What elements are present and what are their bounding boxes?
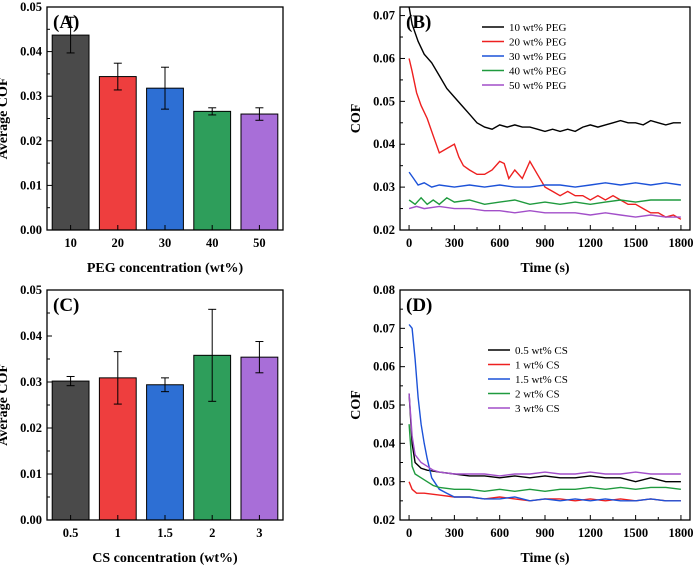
y-tick-label: 0.06 — [373, 360, 395, 374]
y-tick-label: 0.07 — [373, 9, 395, 23]
y-tick-label: 0.04 — [373, 137, 396, 151]
series-line-3 — [408, 171, 682, 188]
y-tick-label: 0.03 — [20, 89, 42, 103]
y-tick-label: 0.04 — [373, 436, 396, 450]
y-tick-label: 0.04 — [20, 45, 43, 59]
y-tick-label: 0.07 — [373, 321, 395, 335]
x-tick-label: 10 — [64, 236, 77, 250]
y-tick-label: 0.05 — [20, 283, 42, 297]
plot-frame — [46, 289, 284, 521]
series-line-2 — [408, 58, 682, 220]
y-tick-label: 0.02 — [20, 421, 42, 435]
x-axis-title: CS concentration (wt%) — [92, 551, 238, 566]
bar-1.5 — [146, 384, 184, 521]
y-tick-label: 0.02 — [20, 134, 42, 148]
plot-frame — [399, 289, 691, 521]
legend-entry: 30 wt% PEG — [509, 51, 567, 63]
y-tick-label: 0.02 — [373, 513, 395, 527]
x-tick-label: 30 — [159, 236, 172, 250]
x-tick-label: 1500 — [623, 236, 648, 250]
plot-frame — [399, 6, 691, 231]
y-axis-title: Average COF — [0, 78, 11, 160]
x-tick-label: 300 — [445, 236, 464, 250]
x-tick-label: 40 — [206, 236, 219, 250]
y-tick-label: 0.03 — [373, 475, 395, 489]
legend-entry: 10 wt% PEG — [509, 22, 567, 34]
y-tick-label: 0.06 — [373, 51, 395, 65]
y-tick-label: 0.00 — [20, 223, 42, 237]
x-tick-label: 50 — [253, 236, 266, 250]
x-tick-label: 1.5 — [157, 526, 173, 540]
bar-0.5 — [51, 380, 90, 521]
x-tick-label: 900 — [536, 236, 555, 250]
x-tick-label: 0 — [406, 526, 412, 540]
series-line-1 — [408, 6, 681, 133]
series-line-5 — [408, 205, 681, 218]
x-tick-label: 3 — [256, 526, 262, 540]
y-tick-label: 0.02 — [373, 223, 395, 237]
y-tick-label: 0.05 — [373, 94, 395, 108]
panel-d-line-chart: 0.02 0.03 0.04 0.05 0.06 0.07 0.08 COF Time (s) 0… — [349, 283, 693, 566]
legend-entry: 2 wt% CS — [515, 389, 560, 401]
y-tick-label: 0.03 — [20, 375, 42, 389]
x-tick-label: 900 — [536, 526, 555, 540]
y-tick-label: 0.00 — [20, 513, 42, 527]
x-axis-title: Time (s) — [520, 261, 569, 276]
series-line-1 — [408, 393, 681, 483]
x-tick-label: 1800 — [668, 526, 693, 540]
series-line-3 — [408, 324, 681, 502]
legend-entry: 1.5 wt% CS — [515, 374, 568, 386]
x-tick-label: 0.5 — [63, 526, 79, 540]
bar-3 — [240, 356, 279, 521]
bar-40 — [193, 110, 232, 231]
panel-a-bar-chart: 0.00 0.01 0.02 0.03 0.04 0.05 Average COF PEG c… — [0, 0, 284, 276]
plot-frame — [46, 6, 284, 231]
y-tick-label: 0.03 — [373, 180, 395, 194]
legend-entry: 3 wt% CS — [515, 403, 560, 415]
y-tick-label: 0.08 — [373, 283, 395, 297]
x-tick-label: 1500 — [623, 526, 648, 540]
bar-20 — [98, 76, 137, 231]
x-tick-label: 600 — [490, 526, 509, 540]
bar-50 — [240, 113, 279, 231]
x-tick-label: 1200 — [578, 236, 603, 250]
x-tick-label: 1 — [115, 526, 121, 540]
x-tick-label: 0 — [406, 236, 412, 250]
y-tick-label: 0.01 — [20, 178, 42, 192]
y-axis-title: Average COF — [0, 364, 11, 446]
x-tick-label: 2 — [209, 526, 215, 540]
panel-label: (B) — [406, 12, 431, 33]
legend-entry: 0.5 wt% CS — [515, 345, 568, 357]
panel-label: (A) — [53, 12, 79, 33]
series-line-4 — [408, 424, 681, 493]
legend-entry: 1 wt% CS — [515, 360, 560, 372]
panel-label: (C) — [53, 295, 79, 316]
legend-entry: 50 wt% PEG — [509, 80, 567, 92]
legend-entry: 40 wt% PEG — [509, 66, 567, 78]
series-line-5 — [408, 393, 681, 477]
x-tick-label: 1200 — [578, 526, 603, 540]
y-axis-title: COF — [349, 104, 364, 134]
legend-entry: 20 wt% PEG — [509, 37, 567, 49]
bar-10 — [51, 34, 90, 231]
y-axis-title: COF — [349, 390, 364, 420]
x-tick-label: 20 — [112, 236, 125, 250]
x-tick-label: 600 — [490, 236, 509, 250]
y-tick-label: 0.04 — [20, 329, 43, 343]
x-axis-title: PEG concentration (wt%) — [87, 261, 244, 276]
y-tick-label: 0.01 — [20, 467, 42, 481]
panel-b-line-chart: 0.02 0.03 0.04 0.05 0.06 0.07 COF Time (s) 0 300 6… — [349, 6, 693, 276]
panel-label: (D) — [406, 295, 432, 316]
y-tick-label: 0.05 — [373, 398, 395, 412]
y-tick-label: 0.05 — [20, 0, 42, 14]
panel-c-bar-chart: 0.00 0.01 0.02 0.03 0.04 0.05 Average COF CS co… — [0, 283, 284, 566]
x-tick-label: 1800 — [668, 236, 693, 250]
x-tick-label: 300 — [445, 526, 464, 540]
series-line-4 — [408, 196, 681, 206]
x-axis-title: Time (s) — [520, 551, 569, 566]
